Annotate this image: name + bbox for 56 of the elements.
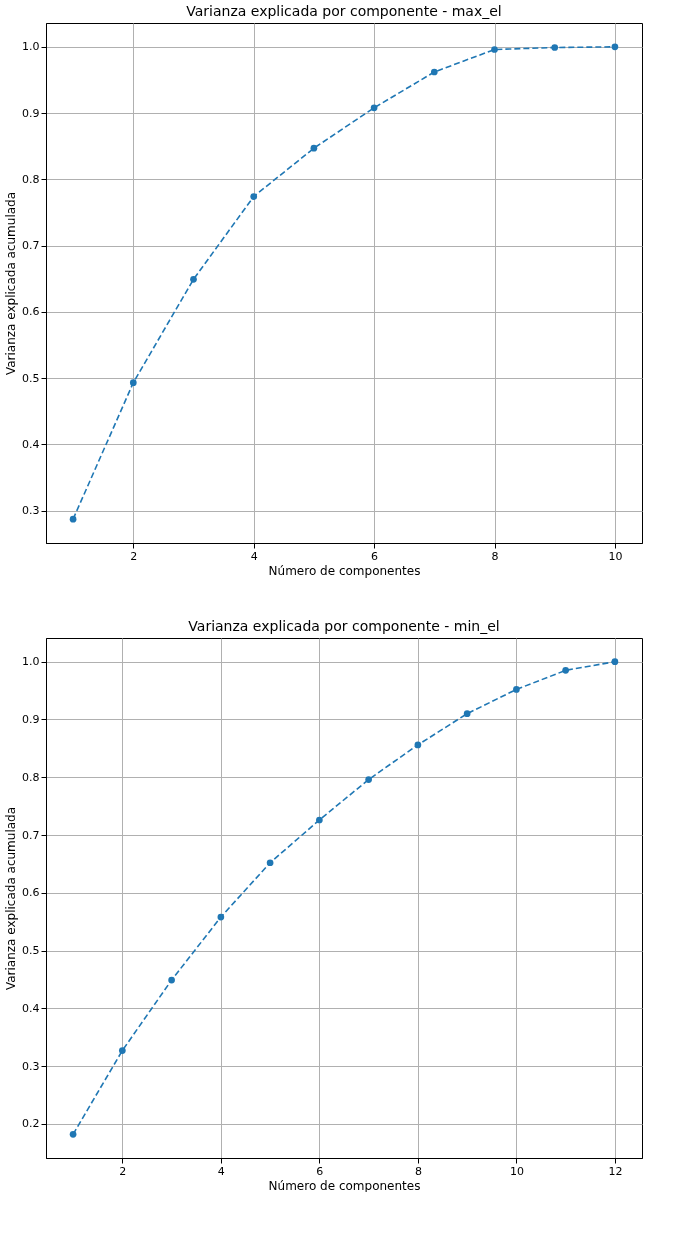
chart-title: Varianza explicada por componente - max_el — [186, 3, 502, 19]
point — [513, 686, 520, 693]
y-tick-label: 0.8 — [22, 770, 40, 784]
x-tick-label: 4 — [217, 1164, 225, 1178]
y-tick-label: 0.6 — [22, 886, 40, 900]
y-tick-label: 0.4 — [22, 437, 40, 451]
point — [365, 776, 372, 783]
x-tick-label: 2 — [119, 1164, 127, 1178]
x-tick-label: 12 — [608, 1164, 623, 1178]
point — [491, 46, 498, 53]
point — [217, 913, 225, 921]
point — [69, 1130, 77, 1138]
point — [430, 68, 438, 76]
point — [562, 667, 570, 674]
x-axis-title: Número de componentes — [268, 1178, 421, 1193]
y-tick-label: 0.8 — [22, 172, 40, 186]
point — [310, 144, 318, 152]
y-tick-label: 0.7 — [22, 828, 40, 842]
point — [168, 976, 175, 984]
x-tick-label: 4 — [250, 549, 258, 563]
y-tick-label: 0.7 — [22, 239, 40, 253]
point — [118, 1047, 126, 1054]
point — [190, 276, 197, 283]
y-tick-label: 1.0 — [22, 655, 40, 669]
y-tick-label: 0.3 — [22, 504, 40, 518]
x-tick-label: 10 — [608, 549, 623, 563]
point — [129, 379, 137, 387]
y-tick-label: 0.5 — [22, 944, 40, 958]
point — [370, 104, 378, 112]
x-axis-title: Número de componentes — [268, 563, 421, 578]
y-axis-title: Varianza explicada acumulada — [4, 806, 19, 991]
x-tick-label: 8 — [414, 1164, 422, 1178]
point — [316, 816, 323, 824]
x-tick-label: 6 — [316, 1164, 324, 1178]
point — [551, 44, 559, 51]
y-tick-label: 1.0 — [22, 40, 40, 54]
y-tick-label: 0.5 — [22, 371, 40, 385]
y-tick-label: 0.3 — [22, 1059, 40, 1073]
y-tick-label: 0.6 — [22, 305, 40, 319]
y-tick-label: 0.9 — [22, 712, 40, 726]
x-tick-label: 2 — [130, 549, 138, 563]
y-tick-label: 0.4 — [22, 1001, 40, 1015]
y-axis-title: Varianza explicada acumulada — [4, 191, 19, 376]
y-tick-label: 0.9 — [22, 106, 40, 120]
point — [250, 193, 258, 200]
point — [266, 859, 274, 867]
point — [611, 658, 619, 666]
x-tick-label: 6 — [371, 549, 379, 563]
point — [463, 710, 471, 718]
point — [414, 741, 422, 749]
y-tick-label: 0.2 — [22, 1117, 40, 1131]
x-tick-label: 10 — [509, 1164, 524, 1178]
point — [69, 515, 77, 523]
x-tick-label: 8 — [491, 549, 499, 563]
point — [611, 43, 619, 51]
chart-title: Varianza explicada por componente - min_el — [188, 618, 500, 634]
